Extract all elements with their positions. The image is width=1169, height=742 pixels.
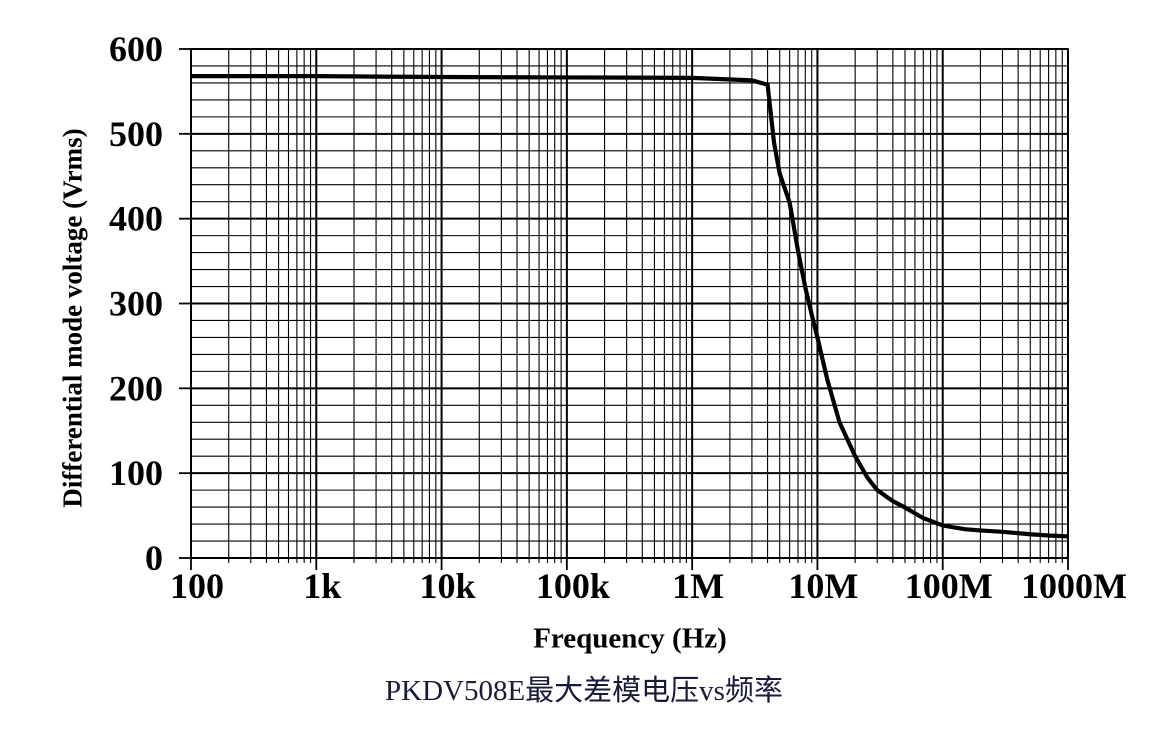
svg-text:600: 600: [109, 29, 163, 69]
svg-text:500: 500: [109, 114, 163, 154]
svg-text:200: 200: [109, 368, 163, 408]
svg-text:400: 400: [109, 199, 163, 239]
svg-text:300: 300: [109, 284, 163, 324]
svg-text:1000M: 1000M: [1021, 566, 1127, 606]
svg-text:1M: 1M: [672, 566, 724, 606]
svg-text:1k: 1k: [303, 566, 341, 606]
svg-text:100: 100: [170, 566, 224, 606]
svg-text:0: 0: [145, 538, 163, 578]
svg-text:10k: 10k: [420, 566, 476, 606]
svg-text:100k: 100k: [536, 566, 610, 606]
svg-text:100M: 100M: [905, 566, 993, 606]
svg-text:100: 100: [109, 453, 163, 493]
svg-text:10M: 10M: [788, 566, 858, 606]
